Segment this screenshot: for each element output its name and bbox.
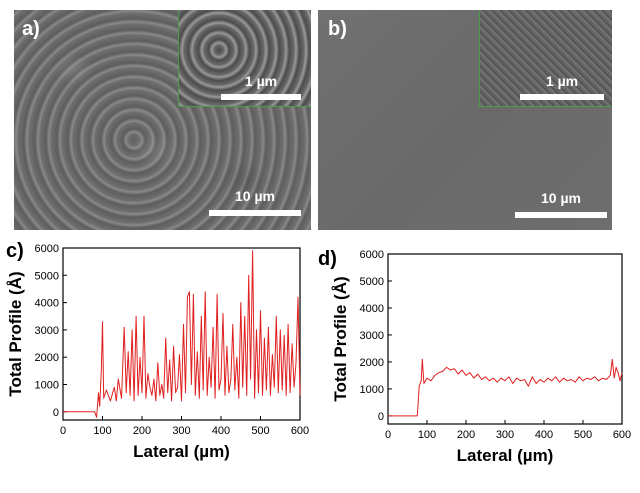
x-tick-label: 300 — [172, 425, 190, 437]
y-tick-label: 4000 — [35, 298, 59, 310]
plot-frame — [387, 253, 623, 425]
scale-label-a: 10 µm — [235, 188, 275, 204]
inset-scale-label-b: 1 µm — [545, 73, 579, 89]
scale-bar-b — [515, 212, 607, 218]
y-tick-label: 6000 — [35, 243, 59, 255]
y-axis-label: Total Profile (Å) — [331, 276, 350, 401]
inset-scale-bar-a — [221, 94, 301, 100]
y-tick-label: 4000 — [360, 303, 384, 315]
x-tick-label: 500 — [574, 429, 592, 441]
x-tick-label: 400 — [212, 425, 230, 437]
x-tick-label: 600 — [291, 425, 309, 437]
sem-image-a: 1 µm 10 µm — [14, 10, 311, 230]
x-tick-label: 300 — [496, 429, 514, 441]
x-axis-label: Lateral (µm) — [457, 446, 554, 465]
y-tick-label: 2000 — [360, 357, 384, 369]
profile-chart-d: 0 100 200 300 400 500 600010002000300040005000… — [331, 249, 631, 465]
x-tick-label: 100 — [93, 425, 111, 437]
y-tick-label: 1000 — [35, 380, 59, 392]
x-tick-label: 400 — [535, 429, 553, 441]
y-tick-label: 3000 — [35, 325, 59, 337]
x-tick-label: 600 — [613, 429, 631, 441]
y-tick-label: 0 — [53, 407, 59, 419]
sem-inset-a: 1 µm — [178, 10, 311, 107]
panel-label-d: d) — [318, 248, 337, 270]
y-tick-label: 2000 — [35, 352, 59, 364]
panel-label-a: a) — [22, 18, 40, 40]
y-tick-label: 5000 — [35, 270, 59, 282]
y-tick-label: 3000 — [360, 330, 384, 342]
x-tick-label: 0 — [385, 429, 391, 441]
profile-chart-c: 0 100 200 300 400 500 600010002000300040005000… — [6, 243, 309, 461]
x-tick-label: 0 — [60, 425, 66, 437]
x-axis-label: Lateral (µm) — [133, 442, 230, 461]
y-tick-label: 0 — [378, 411, 384, 423]
sem-inset-b: 1 µm — [479, 10, 612, 107]
y-axis-label: Total Profile (Å) — [6, 271, 25, 396]
y-tick-label: 5000 — [360, 276, 384, 288]
y-tick-label: 6000 — [360, 249, 384, 261]
sem-image-b: 1 µm 10 µm — [318, 10, 612, 230]
scale-bar-a — [209, 210, 301, 216]
x-tick-label: 100 — [418, 429, 436, 441]
y-tick-label: 1000 — [360, 384, 384, 396]
panel-label-c: c) — [6, 240, 24, 262]
x-tick-label: 200 — [457, 429, 475, 441]
profile-series-line — [63, 250, 301, 418]
x-tick-label: 500 — [251, 425, 269, 437]
scale-label-b: 10 µm — [541, 190, 581, 206]
profile-series-line — [388, 358, 623, 417]
inset-scale-bar-b — [520, 94, 604, 100]
panel-label-b: b) — [328, 18, 347, 40]
inset-scale-label-a: 1 µm — [244, 73, 278, 89]
x-tick-label: 200 — [133, 425, 151, 437]
